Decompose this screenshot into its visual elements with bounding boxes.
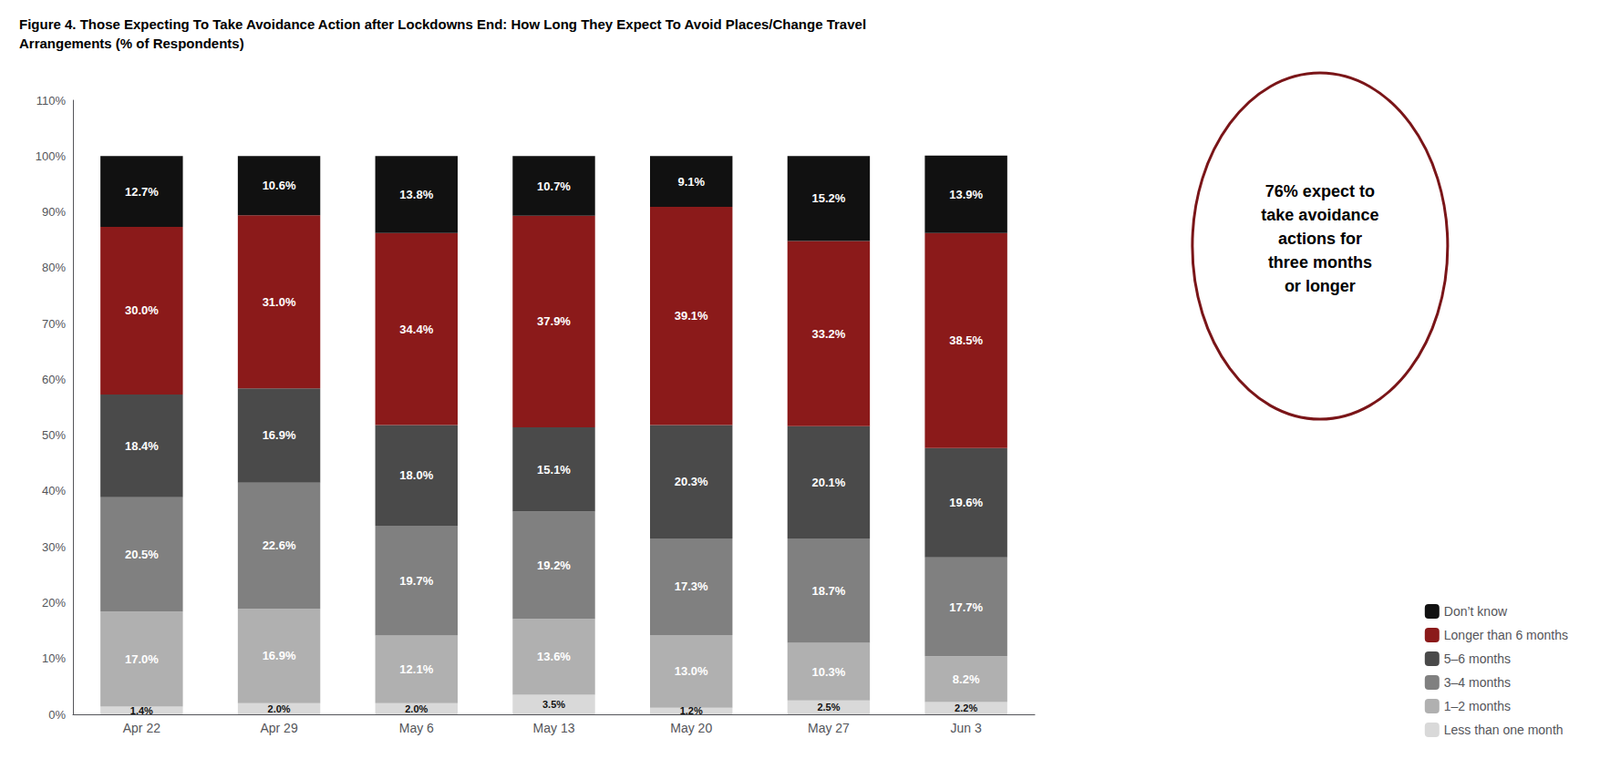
svg-text:20.5%: 20.5% [124,547,159,562]
svg-text:Figure 4. Those Expecting To T: Figure 4. Those Expecting To Take Avoida… [19,16,867,32]
svg-text:May 20: May 20 [670,721,713,736]
svg-text:3.5%: 3.5% [542,699,566,711]
svg-text:18.0%: 18.0% [399,468,434,483]
svg-text:15.1%: 15.1% [536,463,571,477]
svg-text:take avoidance: take avoidance [1260,206,1379,225]
svg-text:2.0%: 2.0% [268,703,291,715]
svg-text:Don’t know: Don’t know [1444,604,1508,620]
svg-text:2.2%: 2.2% [954,702,978,714]
svg-text:actions for: actions for [1278,229,1363,248]
svg-text:2.0%: 2.0% [404,703,428,715]
svg-text:12.1%: 12.1% [399,662,434,677]
svg-text:13.9%: 13.9% [949,187,983,202]
svg-text:20%: 20% [41,596,66,610]
svg-text:9.1%: 9.1% [677,175,705,189]
svg-text:110%: 110% [36,93,67,108]
svg-text:three months: three months [1268,253,1373,272]
svg-text:31.0%: 31.0% [262,295,297,310]
svg-text:1.2%: 1.2% [680,705,703,717]
svg-text:100%: 100% [35,149,67,164]
svg-text:or longer: or longer [1284,277,1356,296]
svg-text:May 27: May 27 [807,721,850,736]
svg-text:15.2%: 15.2% [811,191,846,206]
svg-text:18.4%: 18.4% [124,439,159,454]
svg-text:80%: 80% [41,260,66,275]
svg-text:1.4%: 1.4% [130,705,154,717]
svg-text:10.7%: 10.7% [536,179,571,194]
svg-text:50%: 50% [41,428,66,443]
svg-text:34.4%: 34.4% [399,322,434,337]
svg-text:Less than one month: Less than one month [1444,722,1564,738]
svg-text:60%: 60% [41,372,66,387]
svg-text:39.1%: 39.1% [674,309,709,323]
svg-text:10%: 10% [41,651,66,666]
svg-text:20.1%: 20.1% [811,475,846,490]
svg-text:37.9%: 37.9% [536,314,571,329]
svg-text:Arrangements (% of Respondents: Arrangements (% of Respondents) [19,35,245,52]
svg-text:19.2%: 19.2% [536,558,571,573]
svg-text:10.6%: 10.6% [262,178,297,193]
svg-text:30%: 30% [41,540,66,555]
svg-text:16.9%: 16.9% [262,428,297,443]
svg-text:5–6 months: 5–6 months [1444,651,1511,667]
svg-text:20.3%: 20.3% [674,474,709,489]
svg-text:76% expect to: 76% expect to [1265,182,1375,201]
svg-text:12.7%: 12.7% [124,185,159,199]
svg-text:13.8%: 13.8% [399,187,434,202]
svg-text:22.6%: 22.6% [262,538,297,553]
svg-text:May 6: May 6 [399,721,434,736]
svg-text:18.7%: 18.7% [811,584,846,599]
svg-text:Longer than 6 months: Longer than 6 months [1444,628,1569,643]
svg-text:8.2%: 8.2% [952,672,981,687]
svg-text:33.2%: 33.2% [811,327,846,341]
svg-text:30.0%: 30.0% [124,303,159,318]
svg-text:Apr 29: Apr 29 [259,721,298,736]
svg-text:13.0%: 13.0% [674,664,709,679]
svg-text:38.5%: 38.5% [949,333,983,348]
svg-text:17.0%: 17.0% [124,652,159,667]
svg-text:2.5%: 2.5% [816,701,840,713]
svg-text:3–4 months: 3–4 months [1444,675,1511,691]
svg-text:70%: 70% [41,317,66,331]
svg-text:17.7%: 17.7% [949,600,983,615]
svg-text:19.7%: 19.7% [399,574,434,589]
svg-text:40%: 40% [41,484,66,498]
svg-text:19.6%: 19.6% [949,495,983,510]
svg-text:May 13: May 13 [533,721,576,736]
svg-text:1–2 months: 1–2 months [1444,699,1511,714]
svg-text:13.6%: 13.6% [536,650,571,664]
svg-text:90%: 90% [41,205,66,219]
svg-text:17.3%: 17.3% [674,579,709,594]
svg-text:16.9%: 16.9% [262,649,297,663]
svg-text:10.3%: 10.3% [811,665,846,680]
svg-text:Apr 22: Apr 22 [123,721,161,736]
svg-text:0%: 0% [48,708,66,723]
svg-text:Jun 3: Jun 3 [950,721,982,736]
